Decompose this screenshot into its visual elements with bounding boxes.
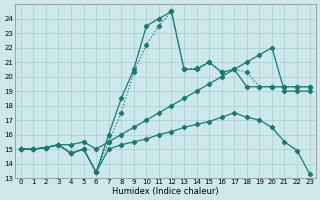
X-axis label: Humidex (Indice chaleur): Humidex (Indice chaleur) bbox=[112, 187, 219, 196]
